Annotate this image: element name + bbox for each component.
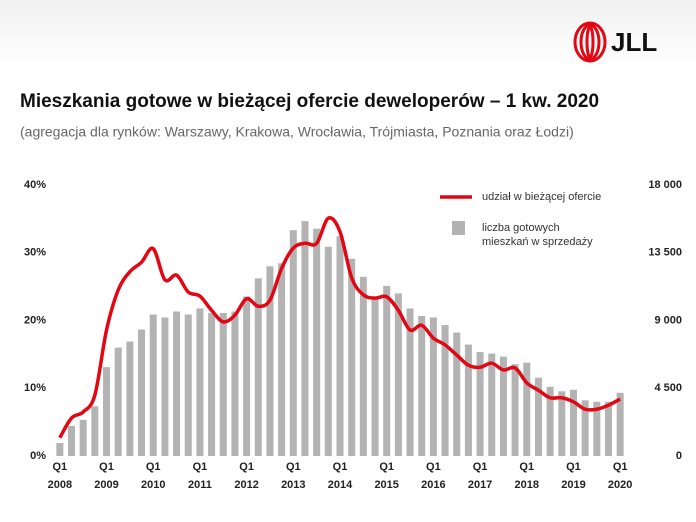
bar (196, 308, 204, 456)
legend-line-label: udział w bieżącej ofercie (482, 191, 602, 203)
x-year-label: 2010 (141, 479, 165, 491)
bar (126, 341, 134, 456)
x-year-label: 2014 (328, 479, 353, 491)
bar (441, 325, 449, 456)
logo-mark (573, 21, 607, 63)
bar (243, 296, 251, 456)
bar (266, 266, 274, 456)
bar (406, 308, 414, 456)
bar (161, 317, 169, 456)
bar (79, 419, 87, 456)
bar (208, 312, 216, 456)
x-tick-label: Q1 (519, 461, 534, 473)
bar (91, 406, 99, 456)
x-tick-label: Q1 (146, 461, 161, 473)
bar (511, 364, 519, 456)
bar (231, 311, 239, 456)
bar (429, 317, 437, 456)
y2-tick-label: 0 (676, 450, 682, 462)
bar (464, 344, 472, 456)
x-year-label: 2020 (608, 479, 632, 491)
x-tick-label: Q1 (286, 461, 301, 473)
bar (313, 228, 321, 456)
x-year-label: 2012 (234, 479, 258, 491)
y2-tick-label: 9 000 (654, 314, 682, 326)
chart-subtitle: (agregacja dla rynków: Warszawy, Krakowa… (20, 124, 574, 140)
bar (184, 314, 192, 456)
bar (336, 236, 344, 456)
legend-bar-label: liczba gotowych mieszkań w sprzedaży (482, 222, 593, 248)
bar (523, 362, 531, 456)
bar (56, 443, 64, 456)
bar (219, 312, 227, 456)
bar (394, 293, 402, 456)
bar (616, 392, 624, 456)
x-tick-label: Q1 (239, 461, 254, 473)
bar (476, 352, 484, 456)
x-tick-label: Q1 (613, 461, 628, 473)
y-tick-label: 10% (24, 382, 46, 394)
logo: JLL (611, 27, 657, 57)
bar (301, 221, 309, 456)
bar (359, 276, 367, 456)
x-tick-label: Q1 (52, 461, 67, 473)
bar (593, 401, 601, 456)
chart-title: Mieszkania gotowe w bieżącej ofercie dew… (20, 91, 599, 112)
x-tick-label: Q1 (566, 461, 581, 473)
bar (149, 314, 157, 456)
bar (546, 386, 554, 456)
x-year-label: 2019 (561, 479, 585, 491)
y-tick-label: 0% (30, 450, 46, 462)
x-year-label: 2016 (421, 479, 445, 491)
y2-tick-label: 4 500 (654, 382, 682, 394)
bar (348, 258, 356, 456)
y2-tick-label: 13 500 (648, 247, 682, 259)
bar (569, 389, 577, 456)
x-year-label: 2011 (188, 479, 212, 491)
bar (114, 347, 122, 456)
bar (254, 278, 262, 456)
x-year-label: 2015 (374, 479, 398, 491)
bar (558, 391, 566, 456)
bar (289, 230, 297, 456)
bar (499, 356, 507, 456)
bar (581, 400, 589, 456)
x-tick-label: Q1 (473, 461, 488, 473)
y-tick-label: 30% (24, 247, 46, 259)
y-tick-label: 20% (24, 314, 46, 326)
bar (488, 353, 496, 456)
bar (418, 315, 426, 456)
y-tick-label: 40% (24, 179, 46, 191)
bar (278, 263, 286, 456)
x-year-label: 2008 (48, 479, 72, 491)
x-tick-label: Q1 (379, 461, 394, 473)
line (58, 216, 621, 439)
bar (68, 425, 76, 456)
x-tick-label: Q1 (333, 461, 348, 473)
x-tick-label: Q1 (426, 461, 441, 473)
x-tick-label: Q1 (99, 461, 114, 473)
x-year-label: 2017 (468, 479, 492, 491)
bar (604, 401, 612, 456)
bar (173, 311, 181, 456)
bar (453, 332, 461, 456)
bar (324, 246, 332, 456)
legend-bar-swatch (452, 221, 465, 235)
bar (383, 285, 391, 456)
bar (103, 367, 111, 456)
bar (534, 377, 542, 456)
bar (371, 296, 379, 456)
x-year-label: 2018 (515, 479, 539, 491)
x-year-label: 2013 (281, 479, 305, 491)
x-tick-label: Q1 (193, 461, 208, 473)
bar (138, 329, 146, 456)
x-year-label: 2009 (94, 479, 118, 491)
y2-tick-label: 18 000 (648, 179, 682, 191)
